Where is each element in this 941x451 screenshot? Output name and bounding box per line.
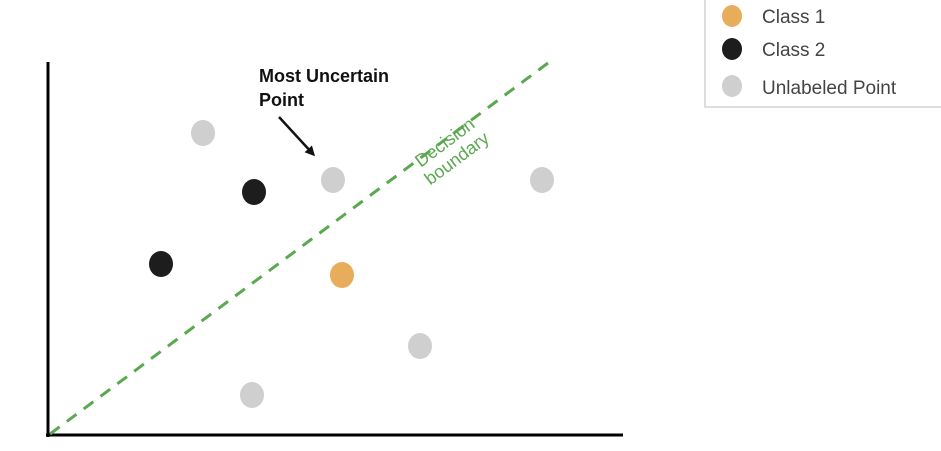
legend-label-unlabeled: Unlabeled Point xyxy=(762,78,897,99)
most-uncertain-point xyxy=(321,167,345,193)
point-unlabeled xyxy=(408,333,432,359)
point-class2 xyxy=(149,251,173,277)
decision-boundary-line xyxy=(49,58,553,436)
annotation-line-1: Most Uncertain xyxy=(259,66,389,86)
legend-swatch-unlabeled xyxy=(722,75,742,97)
point-unlabeled xyxy=(530,167,554,193)
legend-box xyxy=(704,0,941,108)
decision-boundary-label: Decision boundary xyxy=(411,114,493,189)
annotation-arrow xyxy=(278,116,316,157)
legend-swatch-class2 xyxy=(722,38,742,60)
point-unlabeled xyxy=(191,120,215,146)
legend-label-class2: Class 2 xyxy=(762,40,825,61)
legend-label-class1: Class 1 xyxy=(762,7,825,28)
annotation-line-2: Point xyxy=(259,90,304,110)
data-points xyxy=(149,120,554,408)
point-class1 xyxy=(330,262,354,288)
point-unlabeled xyxy=(240,382,264,408)
legend: Class 1 Class 2 Unlabeled Point xyxy=(704,0,941,108)
point-class2 xyxy=(242,179,266,205)
legend-swatch-class1 xyxy=(722,5,742,27)
